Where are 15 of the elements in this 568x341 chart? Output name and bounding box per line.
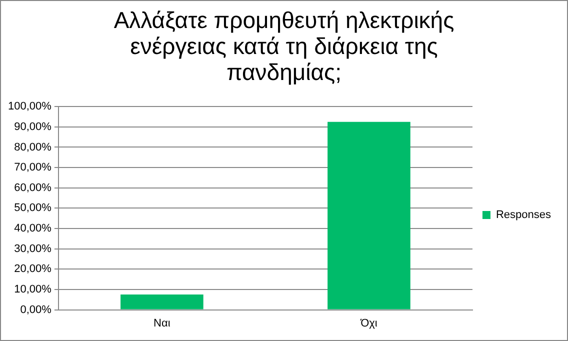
y-tick-label: 50,00% [14, 202, 52, 214]
chart-title: Αλλάξατε προμηθευτή ηλεκτρικής ενέργειας κατά τη διάρκεια της πανδημίας; [112, 7, 456, 85]
y-tick-label: 90,00% [14, 120, 52, 133]
legend-label: Responses [496, 209, 552, 222]
y-tick-label: 10,00% [14, 284, 52, 296]
y-tick-label: 40,00% [14, 222, 52, 235]
y-tick-label: 100,00% [8, 100, 52, 113]
y-tick-label: 0,00% [20, 304, 52, 316]
y-tick-label: 20,00% [14, 263, 52, 276]
y-tick-label: 80,00% [14, 141, 52, 154]
y-tick-label: 70,00% [14, 162, 52, 174]
x-tick-label: Όχι [360, 317, 378, 330]
y-tick-label: 60,00% [14, 182, 52, 194]
y-tick-label: 30,00% [14, 242, 52, 255]
x-tick-label: Ναι [154, 317, 171, 330]
